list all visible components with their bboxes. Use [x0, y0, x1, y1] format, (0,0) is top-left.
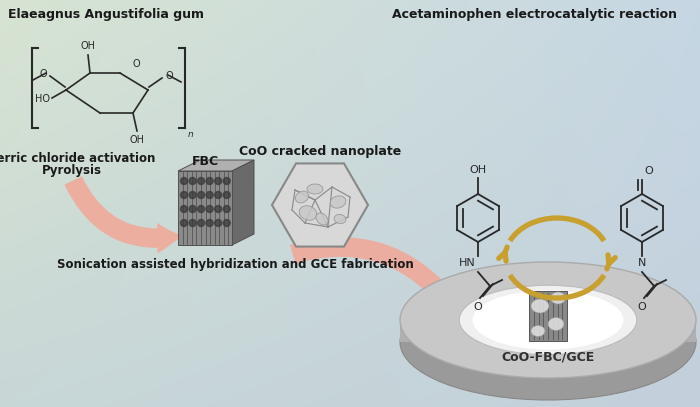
- Text: O: O: [474, 302, 482, 312]
- Polygon shape: [232, 160, 254, 245]
- Circle shape: [215, 177, 222, 184]
- Circle shape: [215, 206, 222, 212]
- Polygon shape: [178, 171, 232, 245]
- Ellipse shape: [307, 184, 323, 194]
- Text: O: O: [638, 302, 646, 312]
- Polygon shape: [400, 320, 696, 342]
- Text: Acetaminophen electrocatalytic reaction: Acetaminophen electrocatalytic reaction: [393, 8, 678, 21]
- Circle shape: [206, 219, 213, 227]
- Text: FBC: FBC: [191, 155, 218, 168]
- Ellipse shape: [400, 262, 696, 378]
- Circle shape: [189, 177, 196, 184]
- Circle shape: [197, 206, 204, 212]
- FancyArrowPatch shape: [290, 237, 454, 308]
- Ellipse shape: [330, 196, 346, 208]
- Circle shape: [197, 192, 204, 199]
- Text: n: n: [188, 130, 194, 139]
- Polygon shape: [178, 160, 254, 171]
- Ellipse shape: [299, 206, 317, 220]
- Ellipse shape: [334, 214, 346, 223]
- Polygon shape: [529, 291, 567, 341]
- Text: CoO cracked nanoplate: CoO cracked nanoplate: [239, 145, 401, 158]
- Text: Ferric chloride activation: Ferric chloride activation: [0, 152, 155, 165]
- Ellipse shape: [548, 317, 564, 330]
- Circle shape: [197, 219, 204, 227]
- Circle shape: [181, 206, 188, 212]
- Circle shape: [215, 219, 222, 227]
- Circle shape: [206, 192, 213, 199]
- Circle shape: [206, 177, 213, 184]
- Text: CoO-FBC/GCE: CoO-FBC/GCE: [501, 350, 594, 363]
- Text: OH: OH: [130, 135, 144, 145]
- Ellipse shape: [459, 285, 637, 355]
- Ellipse shape: [295, 191, 309, 203]
- Polygon shape: [272, 164, 368, 247]
- Ellipse shape: [473, 291, 624, 350]
- Ellipse shape: [550, 292, 566, 304]
- Circle shape: [189, 192, 196, 199]
- Text: OH: OH: [470, 165, 486, 175]
- Text: N: N: [638, 258, 646, 268]
- Circle shape: [181, 192, 188, 199]
- Circle shape: [215, 192, 222, 199]
- Text: O: O: [165, 71, 173, 81]
- Circle shape: [197, 177, 204, 184]
- Ellipse shape: [531, 299, 549, 313]
- FancyArrowPatch shape: [64, 176, 182, 254]
- Text: Pyrolysis: Pyrolysis: [42, 164, 102, 177]
- Text: O: O: [132, 59, 140, 69]
- Ellipse shape: [531, 326, 545, 337]
- Text: HN: HN: [459, 258, 476, 268]
- Circle shape: [189, 206, 196, 212]
- Circle shape: [181, 219, 188, 227]
- Circle shape: [223, 206, 230, 212]
- Circle shape: [223, 177, 230, 184]
- Text: O: O: [39, 69, 47, 79]
- Ellipse shape: [400, 284, 696, 400]
- Text: OH: OH: [80, 41, 95, 51]
- Circle shape: [206, 206, 213, 212]
- Text: Sonication assisted hybridization and GCE fabrication: Sonication assisted hybridization and GC…: [57, 258, 414, 271]
- Circle shape: [189, 219, 196, 227]
- Circle shape: [223, 192, 230, 199]
- Text: Elaeagnus Angustifolia gum: Elaeagnus Angustifolia gum: [8, 8, 204, 21]
- Text: O: O: [644, 166, 652, 176]
- Text: HO: HO: [35, 94, 50, 104]
- Ellipse shape: [316, 213, 328, 225]
- Circle shape: [223, 219, 230, 227]
- Circle shape: [181, 177, 188, 184]
